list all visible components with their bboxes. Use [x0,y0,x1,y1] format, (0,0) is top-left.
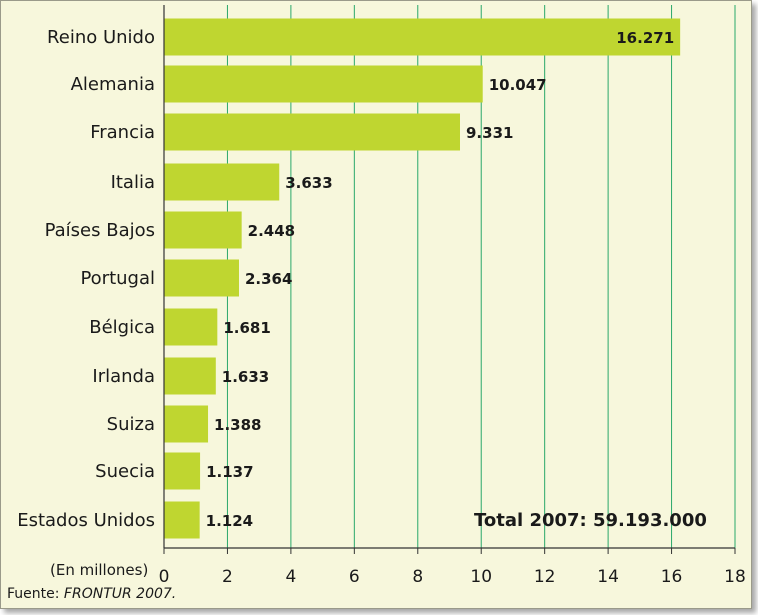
value-labels: 16.271 10.047 9.331 3.633 2.448 2.364 1.681 1.6… [206,29,674,530]
bar [164,65,483,103]
category-label: Portugal [80,268,155,289]
bar [164,163,280,201]
x-tick-label: 8 [412,567,423,587]
value-label: 1.388 [214,416,261,434]
x-tick-label: 10 [470,567,492,587]
bar [164,113,461,151]
x-tick-label: 0 [159,567,170,587]
value-label: 2.448 [248,222,295,240]
source-prefix: Fuente: [7,586,64,602]
x-tick-label: 2 [222,567,233,587]
x-tick-label: 16 [661,567,683,587]
x-tick-label: 12 [534,567,556,587]
category-labels: Reino Unido Alemania Francia Italia Países B… [17,27,155,531]
category-label: Países Bajos [45,220,155,241]
value-label: 1.124 [206,512,253,530]
unit-label: (En millones) [50,561,148,579]
value-label: 16.271 [616,29,674,47]
x-tick-label: 18 [724,567,746,587]
category-label: Irlanda [92,366,155,387]
bars [164,18,681,539]
source-name: FRONTUR 2007. [63,586,177,602]
value-label: 2.364 [245,270,292,288]
value-label: 1.137 [206,463,253,481]
category-label: Reino Unido [47,27,155,48]
source-note: Fuente: FRONTUR 2007. [7,586,176,602]
value-label: 1.681 [223,319,270,337]
category-label: Estados Unidos [17,510,155,531]
total-annotation: Total 2007: 59.193.000 [474,510,707,531]
category-label: Suecia [95,461,155,482]
value-label: 1.633 [222,368,269,386]
x-tick-label: 14 [597,567,619,587]
x-tick-label: 6 [349,567,360,587]
category-label: Italia [111,172,155,193]
bar [164,357,216,395]
bar [164,211,242,249]
category-label: Francia [90,122,155,143]
value-label: 10.047 [489,76,547,94]
bar [164,452,201,490]
bar [164,308,218,346]
bar [164,405,209,443]
category-label: Alemania [71,74,155,95]
category-label: Bélgica [89,317,155,338]
bar [164,259,239,297]
value-label: 9.331 [466,124,513,142]
category-label: Suiza [107,414,155,435]
value-label: 3.633 [285,174,332,192]
x-tick-label: 4 [285,567,296,587]
x-axis-ticks: 0 2 4 6 8 10 12 14 16 18 [159,548,746,587]
bar [164,18,681,56]
bar [164,501,200,539]
